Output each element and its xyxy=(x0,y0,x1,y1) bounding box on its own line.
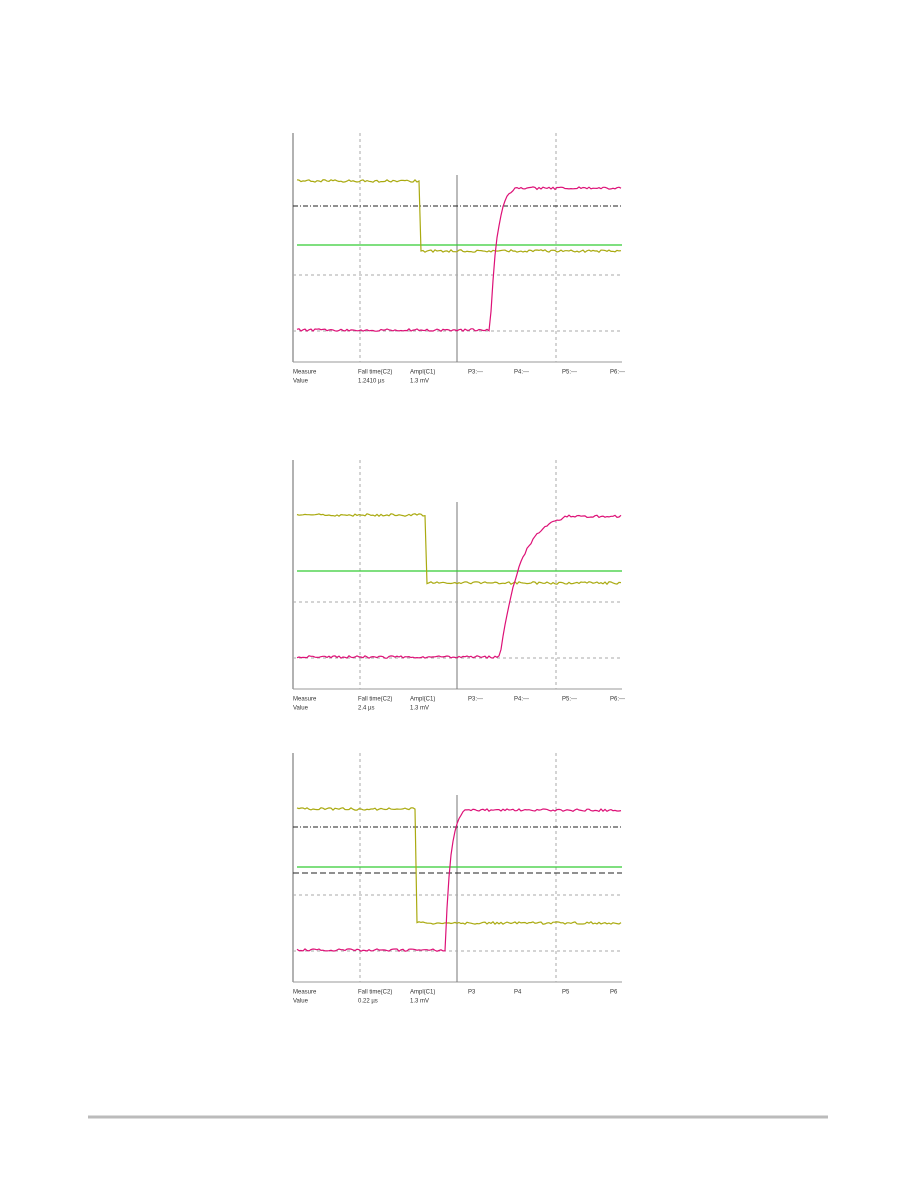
measure-column: P6:--- xyxy=(610,697,625,703)
measure-column: P4:--- xyxy=(514,370,529,376)
measure-value: 1.3 mV xyxy=(410,706,429,712)
measure-column: P3 xyxy=(468,990,476,996)
trace-magenta xyxy=(296,808,622,952)
measure-column: P4 xyxy=(514,990,522,996)
measure-column: P5:--- xyxy=(562,370,577,376)
measure-column: Ampl(C1) xyxy=(410,697,435,703)
measure-column: P5 xyxy=(562,990,570,996)
measure-column: P4:--- xyxy=(514,697,529,703)
measure-value: 1.3 mV xyxy=(410,999,429,1005)
value-label: Value xyxy=(293,706,309,712)
scope-screenshot: Measure Value Fall time(C2) Ampl(C1) P3 P4 P5 P… xyxy=(292,753,622,1005)
trace-yellow xyxy=(296,807,622,925)
measure-column: Fall time(C2) xyxy=(358,370,392,376)
measure-column: P3:--- xyxy=(468,370,483,376)
measure-column: Fall time(C2) xyxy=(358,990,392,996)
measure-value: 1.3 mV xyxy=(410,379,429,385)
value-label: Value xyxy=(293,999,309,1005)
measure-value: 2.4 µs xyxy=(358,706,374,712)
measure-column: P5:--- xyxy=(562,697,577,703)
measure-column: P3:--- xyxy=(468,697,483,703)
scope-screenshot: Measure Value Fall time(C2) Ampl(C1) P3:--- P… xyxy=(292,133,625,385)
trace-magenta xyxy=(296,186,622,333)
trace-yellow xyxy=(296,179,622,253)
value-label: Value xyxy=(293,379,309,385)
measure-column: Ampl(C1) xyxy=(410,370,435,376)
scope-screenshot: Measure Value Fall time(C2) Ampl(C1) P3:--- P… xyxy=(292,460,625,712)
measure-value: 1.2410 µs xyxy=(358,379,384,385)
measure-label: Measure xyxy=(293,370,317,376)
measure-label: Measure xyxy=(293,990,317,996)
measure-column: Fall time(C2) xyxy=(358,697,392,703)
trace-magenta xyxy=(296,514,622,660)
measure-column: P6:--- xyxy=(610,370,625,376)
trace-yellow xyxy=(296,513,622,586)
measure-column: Ampl(C1) xyxy=(410,990,435,996)
measure-column: P6 xyxy=(610,990,618,996)
measure-label: Measure xyxy=(293,697,317,703)
measure-value: 0.22 µs xyxy=(358,999,378,1005)
